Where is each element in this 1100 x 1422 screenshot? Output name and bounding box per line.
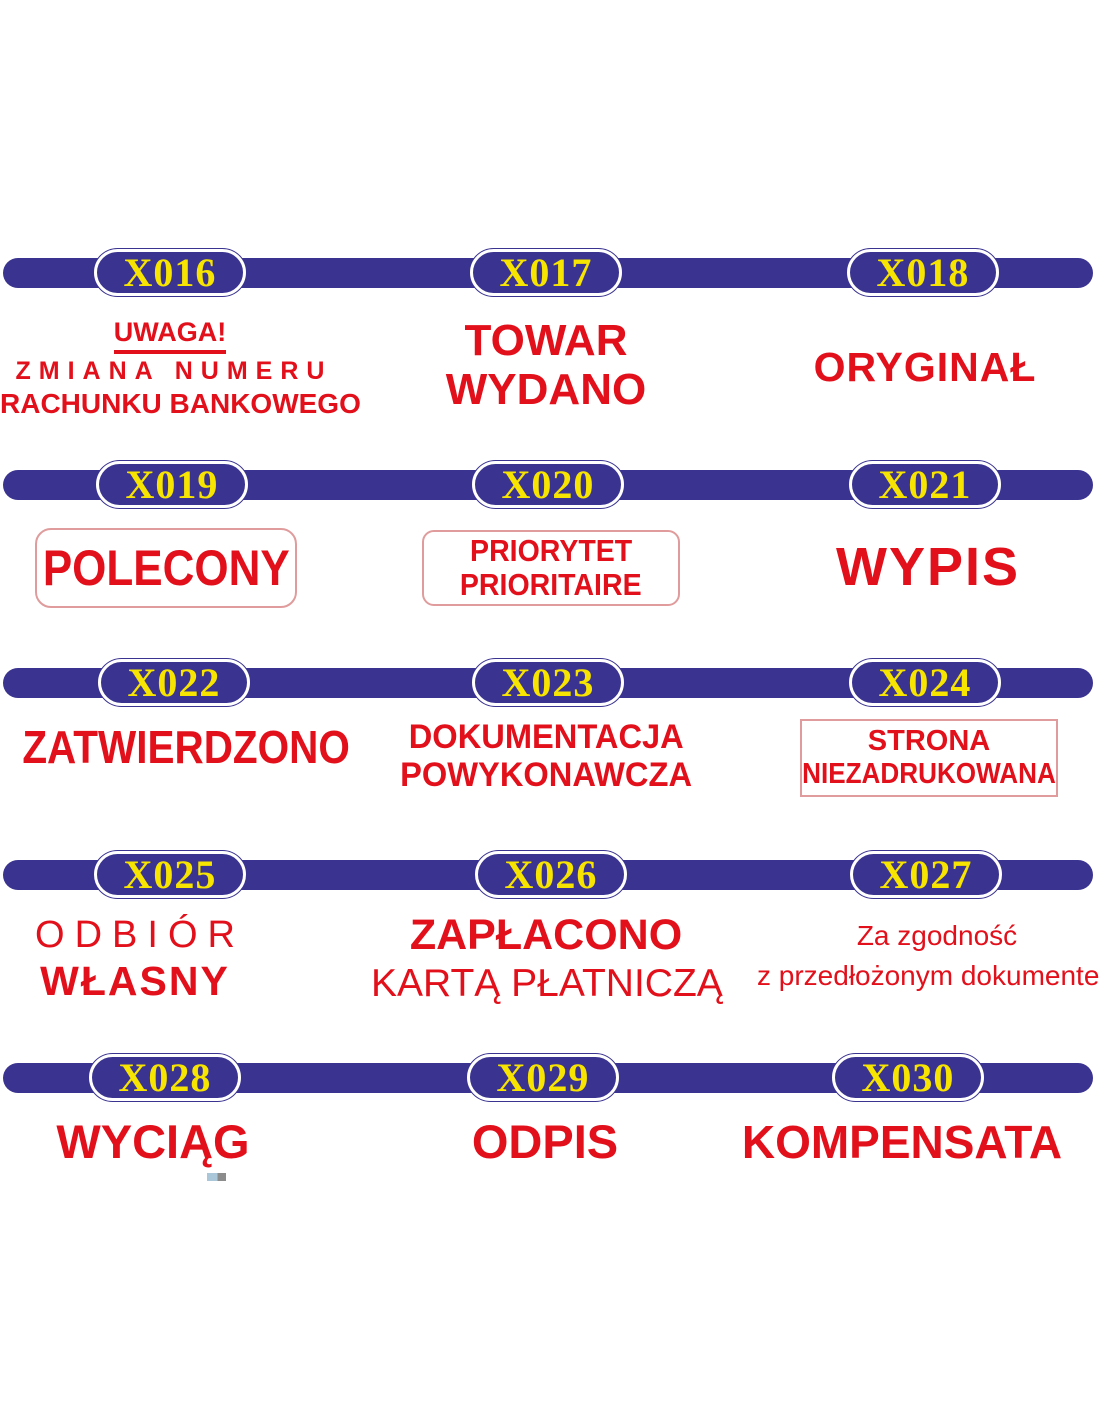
badge-label: X028 (118, 1054, 212, 1100)
stamp-line: PRIORITAIRE (460, 567, 642, 602)
stamp-sample: WYPIS (748, 537, 1100, 597)
stamp-line: ODBIÓR (35, 914, 245, 956)
badge-label: X024 (878, 659, 972, 705)
code-badge: X018 (847, 249, 999, 296)
stamp-line: z przedłożonym dokumentem (757, 960, 1100, 991)
boxed-stamp: PRIORYTET PRIORITAIRE (422, 530, 680, 606)
stamp-line: WYDANO (445, 365, 647, 414)
stamp-line: POWYKONAWCZA (400, 756, 692, 794)
code-badge: X024 (849, 659, 1001, 706)
stamp-line: KOMPENSATA (741, 1116, 1063, 1168)
code-badge: X020 (472, 461, 624, 508)
badge-label: X023 (501, 659, 595, 705)
code-badge: X028 (89, 1054, 241, 1101)
stamp-line: PRIORYTET (469, 533, 633, 568)
badge-label: X018 (876, 249, 970, 295)
stamp-line: Za zgodność (856, 920, 1018, 951)
code-badge: X017 (470, 249, 622, 296)
boxed-stamp: POLECONY (35, 528, 297, 608)
stamp-sample: ODPIS (390, 1116, 700, 1168)
code-badge: X026 (475, 851, 627, 898)
stamp-sample: ORYGINAŁ (745, 344, 1100, 390)
stamp-line: ZAPŁACONO (409, 911, 683, 959)
stamp-line: RACHUNKU BANKOWEGO (0, 388, 361, 419)
badge-label: X020 (501, 461, 595, 507)
stamp-sample: Za zgodność z przedłożonym dokumentem (757, 916, 1100, 996)
stamp-sample: UWAGA! ZMIANA NUMERU RACHUNKU BANKOWEGO (0, 314, 361, 420)
badge-label: X016 (123, 249, 217, 295)
boxed-stamp: STRONA NIEZADRUKOWANA (800, 719, 1058, 797)
code-badge: X027 (850, 851, 1002, 898)
code-badge: X030 (832, 1054, 984, 1101)
stamp-sample: DOKUMENTACJA POWYKONAWCZA (371, 718, 721, 794)
code-badge: X021 (849, 461, 1001, 508)
badge-label: X019 (125, 461, 219, 507)
badge-label: X025 (123, 851, 217, 897)
code-badge: X022 (98, 659, 250, 706)
stamp-line: ODPIS (471, 1115, 619, 1168)
badge-label: X027 (879, 851, 973, 897)
scan-artifact (207, 1173, 226, 1181)
badge-label: X030 (861, 1054, 955, 1100)
stamp-line: POLECONY (42, 539, 290, 596)
stamp-line: NIEZADRUKOWANA (802, 758, 1056, 790)
stamp-line: WYPIS (835, 537, 1021, 597)
stamp-line: DOKUMENTACJA (408, 718, 684, 756)
badge-label: X021 (878, 461, 972, 507)
stamp-sample: KOMPENSATA (741, 1116, 1063, 1168)
badge-label: X017 (499, 249, 593, 295)
stamp-line: ZMIANA NUMERU (15, 357, 333, 385)
stamp-sample: ZAPŁACONO KARTĄ PŁATNICZĄ (371, 910, 723, 1007)
stamp-line: ZATWIERDZONO (22, 721, 350, 773)
code-badge: X023 (472, 659, 624, 706)
stamp-line: WŁASNY (40, 958, 230, 1004)
badge-label: X029 (496, 1054, 590, 1100)
code-badge: X029 (467, 1054, 619, 1101)
stamp-sample: ODBIÓR WŁASNY (0, 912, 270, 1003)
stamp-line: ORYGINAŁ (813, 344, 1037, 390)
badge-label: X026 (504, 851, 598, 897)
stamp-line: KARTĄ PŁATNICZĄ (371, 962, 723, 1005)
stamp-line: STRONA (867, 725, 991, 757)
stamp-sample: WYCIĄG (0, 1116, 306, 1168)
stamp-sample: TOWAR WYDANO (371, 316, 721, 414)
code-badge: X019 (96, 461, 248, 508)
stamp-line: WYCIĄG (56, 1115, 250, 1168)
badge-label: X022 (127, 659, 221, 705)
stamp-line: TOWAR (464, 316, 628, 365)
stamp-line: UWAGA! (0, 314, 340, 354)
code-badge: X016 (94, 249, 246, 296)
code-badge: X025 (94, 851, 246, 898)
stamp-sample: ZATWIERDZONO (0, 721, 350, 773)
